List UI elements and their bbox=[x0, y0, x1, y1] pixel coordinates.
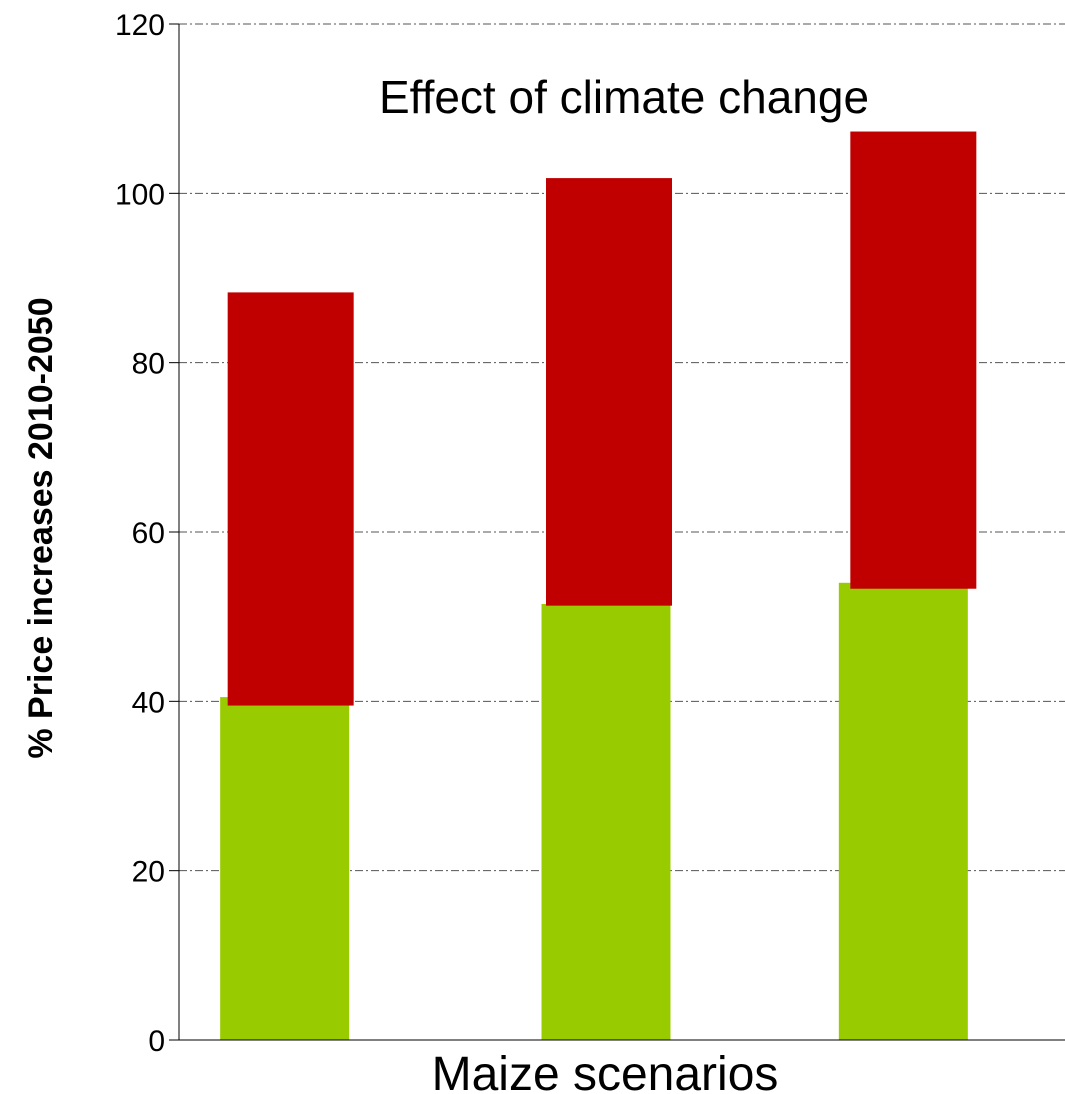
x-axis-title: Maize scenarios bbox=[432, 1048, 779, 1094]
axes bbox=[169, 23, 1065, 1041]
y-axis-title: % Price increases 2010-2050 bbox=[22, 297, 60, 758]
y-tick-label: 120 bbox=[115, 9, 165, 42]
bar-baseline bbox=[220, 697, 350, 1040]
bar-climate-change-effect bbox=[850, 131, 977, 589]
bar-climate-change-effect bbox=[546, 178, 672, 606]
bars bbox=[220, 131, 977, 1040]
bar-climate-change-effect bbox=[227, 292, 354, 706]
y-tick-label: 100 bbox=[115, 178, 165, 211]
y-tick-label: 60 bbox=[132, 517, 165, 550]
bar-baseline bbox=[838, 582, 968, 1040]
y-tick-label: 0 bbox=[148, 1025, 165, 1058]
y-tick-label: 80 bbox=[132, 348, 165, 381]
chart-annotation: Effect of climate change bbox=[379, 71, 869, 123]
bar-baseline bbox=[541, 603, 671, 1040]
y-tick-label: 40 bbox=[132, 686, 165, 719]
y-tick-labels: 0 20 40 60 80 100 120 bbox=[115, 9, 165, 1058]
y-tick-label: 20 bbox=[132, 856, 165, 889]
